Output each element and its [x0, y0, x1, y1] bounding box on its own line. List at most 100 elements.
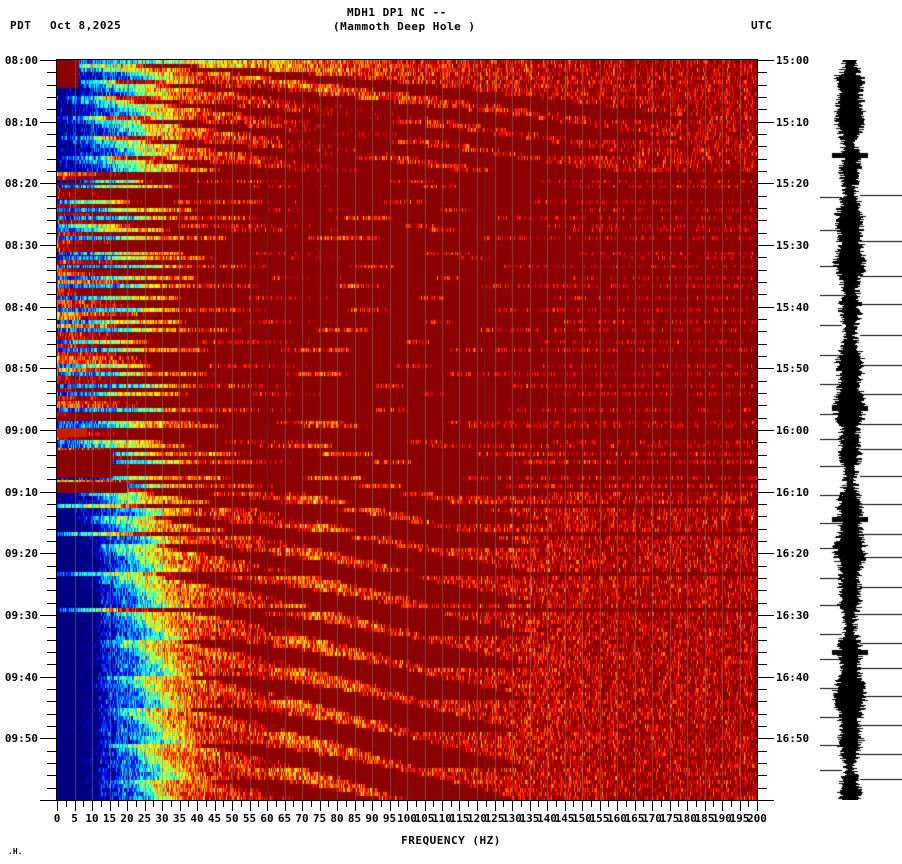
- time-label-utc: 16:20: [776, 547, 810, 561]
- tick-minor-right: [758, 455, 767, 456]
- plot-border-right: [757, 60, 758, 800]
- tick-minor-freq: [451, 801, 452, 807]
- tick-minor-right: [758, 196, 767, 197]
- tick-minor-left: [47, 282, 56, 283]
- tick-minor-freq: [696, 801, 697, 807]
- tick-major-freq: [285, 801, 286, 811]
- seismogram-waveform: [820, 60, 902, 800]
- tick-major-right: [758, 307, 774, 308]
- tick-minor-right: [758, 640, 767, 641]
- time-label-utc: 15:00: [776, 54, 810, 67]
- time-label-pdt: 08:00: [4, 54, 38, 67]
- freq-tick-label: 40: [190, 812, 204, 825]
- tick-minor-left: [47, 233, 56, 234]
- tick-major-right: [758, 60, 774, 61]
- tick-major-right: [758, 677, 774, 678]
- tick-major-freq: [407, 801, 408, 811]
- tick-minor-freq: [591, 801, 592, 807]
- freq-tick-label: 85: [347, 812, 362, 825]
- time-label-pdt: 08:40: [4, 300, 38, 314]
- tick-minor-right: [758, 775, 767, 776]
- tick-minor-left: [47, 159, 56, 160]
- time-label-utc: 15:50: [776, 362, 810, 376]
- tick-major-left: [40, 245, 56, 246]
- freq-tick-label: 80: [330, 812, 344, 825]
- freq-tick-label: 15: [102, 812, 117, 825]
- freq-tick-label: 170: [642, 812, 662, 825]
- tick-minor-right: [758, 381, 767, 382]
- tick-minor-right: [758, 529, 767, 530]
- tick-major-freq: [267, 801, 268, 811]
- tick-minor-freq: [311, 801, 312, 807]
- tick-minor-freq: [153, 801, 154, 807]
- tick-minor-right: [758, 664, 767, 665]
- time-label-pdt: 09:50: [4, 732, 38, 746]
- tick-minor-freq: [626, 801, 627, 807]
- tick-major-freq: [232, 801, 233, 811]
- time-label-pdt: 08:50: [4, 362, 38, 376]
- tick-major-left: [40, 368, 56, 369]
- tick-minor-left: [47, 331, 56, 332]
- time-label-utc: 16:50: [776, 732, 810, 746]
- tick-major-freq: [617, 801, 618, 811]
- tick-major-freq: [722, 801, 723, 811]
- freq-tick-label: 195: [729, 812, 750, 825]
- tick-minor-right: [758, 270, 767, 271]
- time-label-utc: 16:30: [776, 609, 810, 622]
- tick-minor-left: [47, 109, 56, 110]
- freq-tick-label: 50: [225, 812, 239, 825]
- tick-major-right: [758, 183, 774, 184]
- tick-major-freq: [145, 801, 146, 811]
- freq-tick-label: 165: [624, 812, 645, 825]
- time-label-utc: 16:40: [776, 670, 810, 684]
- tick-minor-freq: [433, 801, 434, 807]
- freq-tick-label: 105: [414, 812, 435, 825]
- tick-minor-left: [47, 270, 56, 271]
- tick-minor-left: [47, 701, 56, 702]
- tick-minor-right: [758, 763, 767, 764]
- tick-minor-freq: [398, 801, 399, 807]
- tick-minor-right: [758, 541, 767, 542]
- tick-minor-left: [47, 652, 56, 653]
- tick-minor-right: [758, 319, 767, 320]
- tick-minor-freq: [503, 801, 504, 807]
- tick-major-freq: [250, 801, 251, 811]
- tick-major-freq: [180, 801, 181, 811]
- tick-minor-right: [758, 85, 767, 86]
- tick-minor-freq: [66, 801, 67, 807]
- tick-minor-left: [47, 664, 56, 665]
- tick-major-freq: [740, 801, 741, 811]
- tick-minor-right: [758, 788, 767, 789]
- tick-minor-left: [47, 763, 56, 764]
- tick-major-freq: [600, 801, 601, 811]
- tick-minor-freq: [188, 801, 189, 807]
- tick-minor-freq: [346, 801, 347, 807]
- tick-minor-left: [47, 294, 56, 295]
- tick-minor-right: [758, 689, 767, 690]
- tick-minor-freq: [713, 801, 714, 807]
- tick-major-freq: [652, 801, 653, 811]
- tick-minor-left: [47, 467, 56, 468]
- tick-major-freq: [477, 801, 478, 811]
- freq-tick-label: 180: [677, 812, 697, 825]
- tick-minor-freq: [556, 801, 557, 807]
- tick-minor-right: [758, 220, 767, 221]
- tick-minor-right: [758, 516, 767, 517]
- timezone-label-left: PDT: [10, 19, 32, 32]
- tick-minor-right: [758, 146, 767, 147]
- tick-minor-freq: [748, 801, 749, 807]
- time-label-pdt: 08:10: [4, 115, 38, 129]
- freq-tick-label: 115: [449, 812, 470, 825]
- tick-minor-left: [47, 788, 56, 789]
- freq-tick-label: 130: [502, 812, 522, 825]
- freq-tick-label: 110: [432, 812, 452, 825]
- tick-minor-left: [47, 578, 56, 579]
- tick-minor-right: [758, 171, 767, 172]
- tick-major-left: [40, 122, 56, 123]
- tick-major-freq: [110, 801, 111, 811]
- tick-minor-left: [47, 590, 56, 591]
- tick-minor-right: [758, 109, 767, 110]
- freq-tick-label: 155: [589, 812, 610, 825]
- plot-border-top: [56, 59, 758, 60]
- tick-minor-left: [47, 529, 56, 530]
